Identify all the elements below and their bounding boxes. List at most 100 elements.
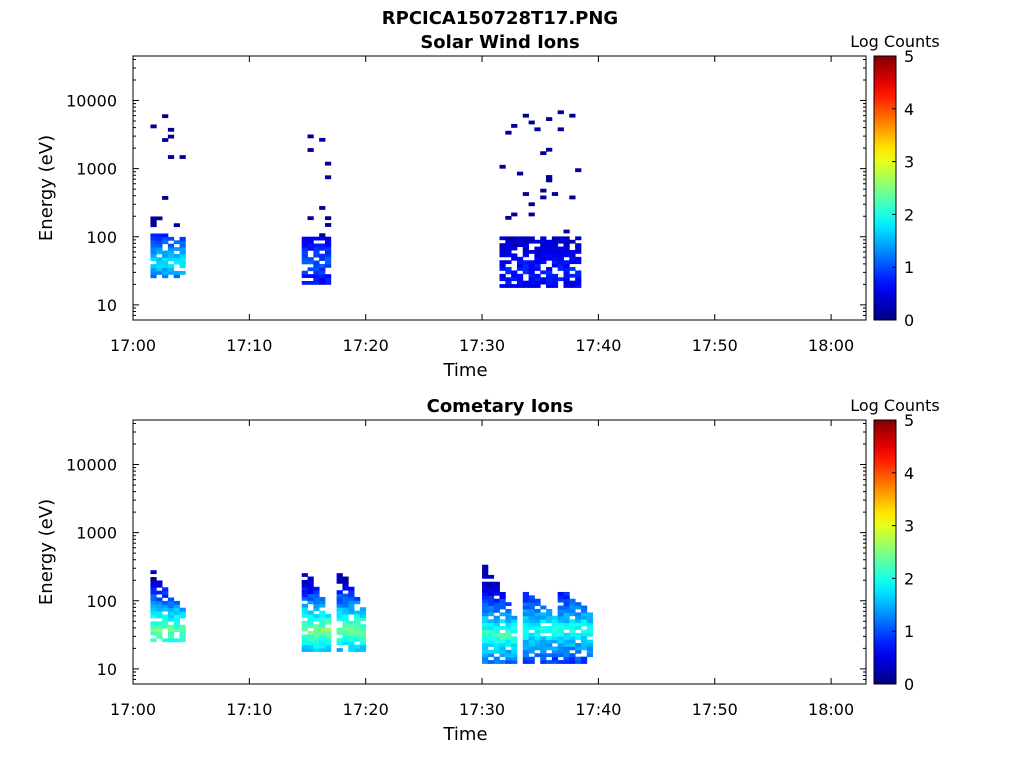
- spectrogram-cell: [563, 643, 570, 647]
- chart-panel: Solar Wind Ions 17:00 17:10 17:20 17:30 17:40…: [36, 32, 940, 381]
- spectrogram-cell: [162, 114, 169, 119]
- spectrogram-cell: [301, 596, 308, 601]
- spectrogram-cell: [499, 236, 506, 241]
- spectrogram-cell: [336, 603, 343, 608]
- spectrogram-cell: [563, 270, 570, 275]
- spectrogram-cell: [301, 257, 308, 261]
- spectrogram-cell: [511, 615, 518, 620]
- y-tick-label: 10: [97, 660, 117, 679]
- spectrogram-cell: [336, 641, 343, 646]
- spectrogram-cell: [557, 250, 564, 254]
- spectrogram-cell: [516, 236, 524, 241]
- spectrogram-cell: [301, 648, 308, 652]
- spectrogram-cell: [359, 631, 367, 635]
- spectrogram-cell: [551, 632, 559, 637]
- spectrogram-cell: [580, 639, 588, 644]
- spectrogram-cell: [482, 598, 489, 603]
- spectrogram-cell: [575, 284, 582, 288]
- spectrogram-cell: [150, 236, 157, 241]
- spectrogram-cell: [586, 643, 593, 647]
- spectrogram-cell: [342, 617, 349, 622]
- spectrogram-cell: [499, 653, 506, 658]
- spectrogram-cell: [569, 629, 576, 634]
- spectrogram-cell: [319, 600, 326, 605]
- spectrogram-cell: [482, 581, 489, 586]
- spectrogram-cell: [307, 586, 314, 591]
- spectrogram-cell: [575, 246, 582, 251]
- spectrogram-cell: [179, 638, 186, 643]
- spectrogram-cell: [156, 607, 163, 612]
- spectrogram-cell: [156, 631, 163, 636]
- spectrogram-cell: [162, 270, 169, 275]
- spectrogram-cell: [319, 617, 326, 622]
- spectrogram-cell: [546, 270, 553, 275]
- spectrogram-cell: [522, 260, 529, 265]
- x-tick-label: 17:10: [226, 700, 272, 719]
- spectrogram-cell: [301, 634, 308, 639]
- spectrogram-cell: [551, 273, 559, 278]
- spectrogram-cell: [522, 653, 529, 658]
- spectrogram-cell: [569, 646, 576, 651]
- spectrogram-cell: [528, 615, 535, 620]
- spectrogram-cell: [575, 256, 582, 261]
- spectrogram-cell: [563, 605, 570, 610]
- spectrogram-cell: [540, 612, 547, 617]
- spectrogram-cell: [156, 604, 163, 609]
- spectrogram-cell: [516, 273, 524, 278]
- spectrogram-cell: [569, 653, 576, 658]
- spectrogram-cell: [557, 595, 564, 600]
- spectrogram-cell: [313, 641, 320, 646]
- spectrogram-cell: [301, 593, 308, 598]
- spectrogram-cell: [505, 626, 512, 630]
- spectrogram-cell: [575, 280, 582, 285]
- y-axis-label: Energy (eV): [36, 135, 57, 241]
- spectrogram-cell: [534, 284, 541, 288]
- spectrogram-cell: [511, 656, 518, 661]
- spectrogram-cell: [511, 243, 518, 248]
- spectrogram-cell: [563, 598, 570, 603]
- spectrogram-cell: [301, 637, 308, 642]
- spectrogram-cell: [319, 631, 326, 635]
- spectrogram-cell: [540, 605, 547, 610]
- spectrogram-cell: [540, 195, 547, 200]
- spectrogram-cell: [307, 134, 314, 139]
- spectrogram-cell: [563, 615, 570, 620]
- spectrogram-cell: [324, 627, 332, 632]
- spectrogram-cell: [505, 250, 512, 254]
- spectrogram-cell: [499, 263, 506, 268]
- spectrogram-cell: [301, 253, 308, 258]
- spectrogram-cell: [522, 608, 529, 613]
- colorbar-tick-label: 5: [904, 47, 914, 66]
- spectrogram-cell: [493, 605, 500, 610]
- spectrogram-cell: [516, 267, 524, 271]
- spectrogram-cell: [522, 598, 529, 603]
- x-tick-label: 17:50: [692, 700, 738, 719]
- spectrogram-cell: [359, 637, 367, 642]
- spectrogram-cell: [563, 656, 570, 661]
- spectrogram-cell: [516, 243, 524, 248]
- spectrogram-cell: [575, 656, 582, 661]
- spectrogram-cell: [156, 583, 163, 588]
- spectrogram-cell: [575, 277, 582, 282]
- spectrogram-cell: [482, 564, 489, 569]
- spectrogram-cell: [557, 256, 564, 261]
- spectrogram-cell: [156, 580, 163, 585]
- spectrogram-cell: [505, 215, 512, 220]
- spectrogram-cell: [499, 598, 506, 603]
- spectrogram-cell: [156, 597, 163, 602]
- spectrogram-cell: [575, 646, 582, 651]
- spectrogram-cell: [575, 250, 582, 254]
- spectrogram-cell: [528, 263, 535, 268]
- spectrogram-cell: [511, 653, 518, 658]
- x-tick-label: 17:40: [575, 700, 621, 719]
- spectrogram-cell: [342, 624, 349, 629]
- spectrogram-cell: [493, 646, 500, 651]
- spectrogram-cell: [505, 608, 512, 613]
- spectrogram-cell: [575, 260, 582, 265]
- spectrogram-cell: [551, 243, 559, 248]
- spectrogram-cell: [307, 216, 314, 221]
- spectrogram-cell: [173, 260, 180, 265]
- spectrogram-cell: [563, 243, 570, 248]
- spectrogram-cell: [359, 634, 367, 639]
- spectrogram-cell: [150, 577, 157, 581]
